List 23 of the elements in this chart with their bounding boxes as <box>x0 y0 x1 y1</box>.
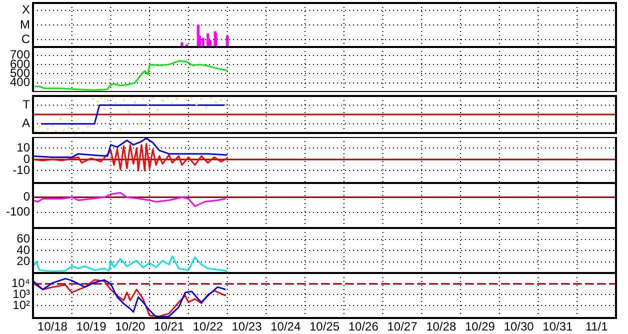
x-tick-label: 10/19 <box>76 320 107 334</box>
x-tick-label: 10/29 <box>464 320 496 334</box>
y-tick-label: 0 <box>23 190 30 204</box>
x-tick-label: 10/26 <box>348 320 379 334</box>
text: M <box>20 17 30 32</box>
y-tick-label: 20 <box>16 254 30 268</box>
x-tick-label: 10/22 <box>192 320 224 334</box>
text: A <box>22 116 30 130</box>
y-tick-label: -100 <box>6 204 30 219</box>
x-tick-label: 10/28 <box>426 320 456 334</box>
x-tick-label: 10/25 <box>309 320 340 334</box>
text: T <box>22 98 31 112</box>
x-tick-label: 10/20 <box>115 320 146 334</box>
x-tick-label: 10/27 <box>387 320 418 334</box>
text: X <box>22 2 30 17</box>
x-tick-label: 10/30 <box>504 320 534 334</box>
x-tick-label: 10/23 <box>232 320 262 334</box>
x-tick-label: 10/21 <box>154 320 184 334</box>
x-tick-label: 10/31 <box>542 320 574 334</box>
x-tick-label: 11/1 <box>585 320 608 334</box>
text: C <box>21 32 30 46</box>
x-tick-label: 10/18 <box>37 320 68 334</box>
x-tick-label: 10/24 <box>270 320 301 334</box>
